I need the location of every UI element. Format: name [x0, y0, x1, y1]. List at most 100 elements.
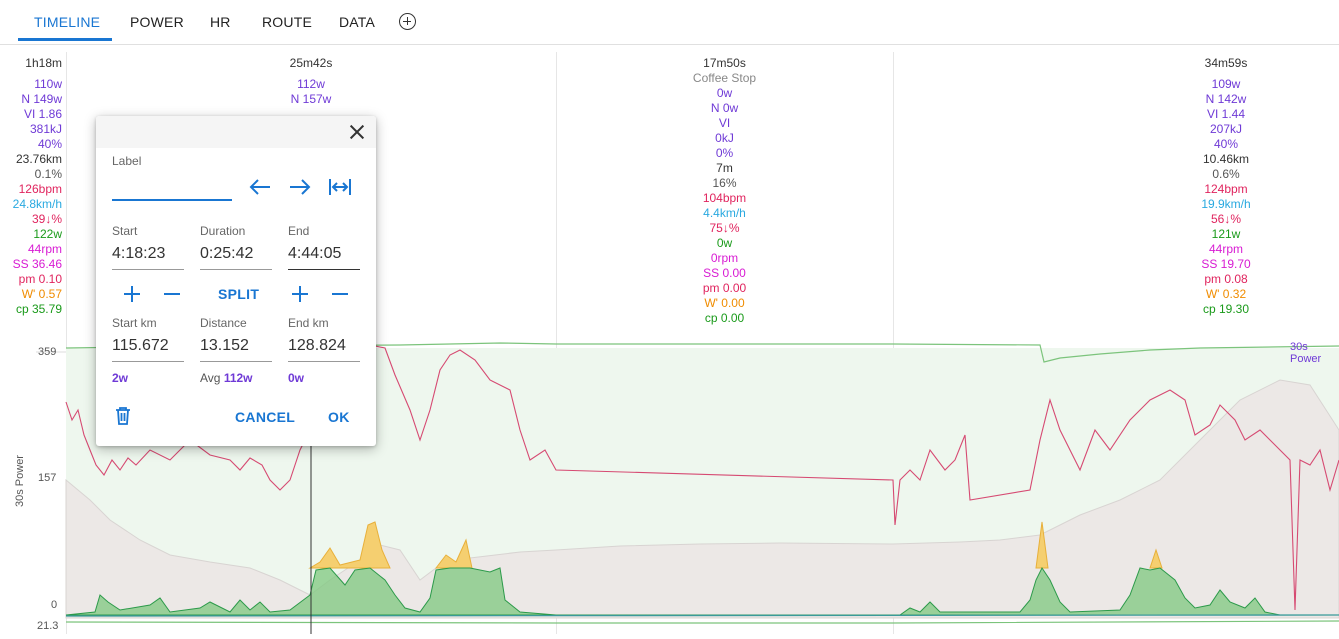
total-work: 381kJ — [29, 122, 62, 136]
segment-vi: VI 1.44 — [1206, 107, 1246, 121]
total-duration: 1h18m — [25, 56, 62, 70]
segment-speed: 19.9km/h — [1201, 197, 1251, 211]
segment-1-stats[interactable]: 25m42s 112w N 157w — [66, 56, 556, 107]
segment-cp-power: 0w — [716, 236, 733, 250]
start-input[interactable]: 4:18:23 — [112, 245, 166, 262]
end-minus-icon[interactable] — [332, 286, 348, 302]
segment-avg-power: 109w — [1211, 77, 1241, 91]
label-input-underline — [112, 199, 232, 201]
total-wprime: W' 0.57 — [21, 287, 62, 301]
tab-timeline[interactable]: TIMELINE — [34, 14, 101, 30]
segment-cadence: 0rpm — [710, 251, 739, 265]
add-tab-icon[interactable] — [399, 13, 416, 30]
segment-duration: 17m50s — [703, 56, 746, 70]
cancel-button[interactable]: CANCEL — [235, 409, 296, 425]
distance-caption: Distance — [200, 316, 247, 330]
segment-hr: 124bpm — [1204, 182, 1248, 196]
total-avg-power: 110w — [34, 77, 62, 91]
segment-work: 207kJ — [1209, 122, 1243, 136]
end-input[interactable]: 4:44:05 — [288, 245, 342, 262]
total-cadence: 44rpm — [27, 242, 62, 256]
start-power: 2w — [112, 371, 129, 385]
end-km-underline — [288, 361, 360, 362]
split-button[interactable]: SPLIT — [218, 286, 260, 302]
segment-wprime: W' 0.32 — [1205, 287, 1247, 301]
segment-duration: 25m42s — [289, 56, 333, 70]
distance-underline — [200, 361, 272, 362]
segment-distance: 7m — [716, 161, 733, 175]
start-km-input[interactable]: 115.672 — [112, 337, 169, 354]
segment-avg-power: 112w — [297, 77, 325, 91]
hr-line — [65, 344, 1339, 611]
segment-cp: cp 19.30 — [1202, 302, 1250, 316]
start-minus-icon[interactable] — [164, 286, 180, 302]
tab-hr[interactable]: HR — [210, 14, 231, 30]
start-plus-icon[interactable] — [124, 286, 140, 302]
segment-ss: SS 0.00 — [703, 266, 746, 280]
segment-gradient: 16% — [712, 176, 737, 190]
segment-pm: pm 0.00 — [702, 281, 747, 295]
active-tab-indicator — [18, 38, 112, 41]
avg-power-value: 112w — [223, 371, 253, 385]
start-km-underline — [112, 361, 184, 362]
total-hr-pct: 39↓% — [31, 212, 62, 226]
close-icon[interactable] — [348, 123, 366, 141]
segment-distance: 10.46km — [1202, 152, 1250, 166]
total-ss: SS 36.46 — [12, 257, 62, 271]
segment-avg-power: 0w — [716, 86, 733, 100]
timeline-chart-svg[interactable] — [0, 340, 1339, 634]
end-plus-icon[interactable] — [292, 286, 308, 302]
end-caption: End — [288, 224, 310, 238]
segment-work: 0kJ — [715, 131, 734, 145]
total-speed: 24.8km/h — [12, 197, 62, 211]
segment-np: N 0w — [710, 101, 739, 115]
tab-route[interactable]: ROUTE — [262, 14, 312, 30]
end-km-input[interactable]: 128.824 — [288, 337, 346, 354]
segment-hr-pct: 75↓% — [709, 221, 740, 235]
y-axis-mid: 157 — [38, 472, 57, 484]
segment-3-stats[interactable]: 34m59s 109w N 142w VI 1.44 207kJ 40% 10.… — [1113, 56, 1339, 317]
segment-gradient: 0.6% — [1212, 167, 1240, 181]
segment-speed: 4.4km/h — [703, 206, 746, 220]
start-km-caption: Start km — [112, 316, 157, 330]
segment-cp: cp 0.00 — [704, 311, 745, 325]
totals-column: 1h18m 110w N 149w VI 1.86 381kJ 40% 23.7… — [0, 56, 62, 317]
arrow-left-icon[interactable] — [248, 178, 272, 196]
total-hr: 126bpm — [18, 182, 62, 196]
segment-np: N 142w — [1205, 92, 1247, 106]
segment-vi: VI — [718, 116, 731, 130]
y-axis-max: 359 — [38, 346, 57, 358]
total-distance: 23.76km — [15, 152, 62, 166]
trash-icon[interactable] — [114, 406, 132, 426]
arrow-right-icon[interactable] — [288, 178, 312, 196]
start-caption: Start — [112, 224, 138, 238]
segment-hr: 104bpm — [702, 191, 747, 205]
end-power: 0w — [288, 371, 305, 385]
y-axis-title: 30s Power — [14, 455, 26, 507]
tab-power[interactable]: POWER — [130, 14, 184, 30]
duration-underline — [200, 269, 272, 270]
segment-pm: pm 0.08 — [1204, 272, 1248, 286]
series-label: 30s Power — [1290, 341, 1322, 365]
label-input[interactable] — [112, 176, 230, 196]
segment-edit-dialog: Label Start 4:18:23 Duration 0:25:42 End… — [96, 116, 376, 446]
segment-np: N 157w — [290, 92, 332, 106]
expand-width-icon[interactable] — [328, 177, 352, 197]
duration-input[interactable]: 0:25:42 — [200, 245, 254, 262]
total-np: N 149w — [21, 92, 62, 106]
y-axis-zero: 0 — [51, 599, 58, 611]
segment-2-stats[interactable]: 17m50s Coffee Stop 0w N 0w VI 0kJ 0% 7m … — [556, 56, 893, 326]
segment-label: Coffee Stop — [692, 71, 757, 85]
avg-power-display: Avg 112w — [200, 371, 253, 385]
total-intensity: 40% — [37, 137, 62, 151]
tab-data[interactable]: DATA — [339, 14, 376, 30]
duration-caption: Duration — [200, 224, 246, 238]
dialog-header — [96, 116, 376, 148]
ok-button[interactable]: OK — [328, 409, 350, 425]
top-green-line — [65, 342, 1339, 363]
timeline-chart[interactable]: 359 157 0 21.3 30s Power 30s Power — [0, 340, 1339, 634]
baseline-line — [65, 614, 1339, 617]
distance-input[interactable]: 13.152 — [200, 337, 249, 354]
segment-hr-pct: 56↓% — [1210, 212, 1242, 226]
total-cp-power: 122w — [33, 227, 62, 241]
